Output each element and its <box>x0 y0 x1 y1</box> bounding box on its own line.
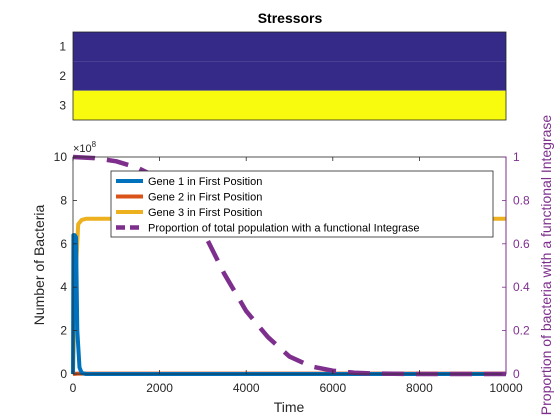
x-tick-label: 8000 <box>406 381 433 395</box>
y-right-tick-label: 0.8 <box>513 193 530 207</box>
y-right-tick-label: 1 <box>513 150 520 164</box>
x-tick-label: 6000 <box>319 381 346 395</box>
heatmap-row-label: 2 <box>59 69 66 83</box>
y-right-tick-label: 0.4 <box>513 280 530 294</box>
y-axis-right-label: Proportion of bacteria with a functional… <box>538 115 554 416</box>
y-right-tick-label: 0.2 <box>513 324 530 338</box>
x-tick-label: 4000 <box>233 381 260 395</box>
series-line <box>71 216 506 375</box>
heatmap-cell <box>73 61 506 91</box>
y-exponent-label: ×108 <box>73 140 97 155</box>
legend-label: Gene 1 in First Position <box>148 176 262 188</box>
series-line <box>71 233 506 376</box>
y-tick-label: 0 <box>60 367 67 381</box>
bacteria-line-chart: 0 2000 4000 6000 8000 10000 0 2 4 6 8 10 0 0.2 0.4 0.… <box>31 115 554 416</box>
y-tick-label: 10 <box>54 150 68 164</box>
legend-label: Gene 2 in First Position <box>148 192 262 204</box>
heatmap-cell <box>73 90 506 120</box>
heatmap-row-labels: 1 2 3 <box>59 40 66 113</box>
x-tick-label: 0 <box>70 381 77 395</box>
legend-label: Proportion of total population with a fu… <box>148 223 420 235</box>
x-axis-ticks: 0 2000 4000 6000 8000 10000 <box>70 157 523 395</box>
heatmap-frame <box>72 31 507 121</box>
heatmap-cells <box>73 32 506 120</box>
y-axis-left-label: Number of Bacteria <box>31 204 47 325</box>
legend-label: Gene 3 in First Position <box>148 207 262 219</box>
y-tick-label: 8 <box>60 193 67 207</box>
y-tick-label: 4 <box>60 280 67 294</box>
y-tick-label: 6 <box>60 237 67 251</box>
y-tick-label: 2 <box>60 324 67 338</box>
y-axis-left-ticks: 0 2 4 6 8 10 <box>54 150 77 381</box>
heatmap-row-label: 3 <box>59 98 66 112</box>
y-right-tick-label: 0 <box>513 367 520 381</box>
legend: Gene 1 in First Position Gene 2 in First … <box>110 170 494 238</box>
y-right-tick-label: 0.6 <box>513 237 530 251</box>
y-axis-right-ticks: 0 0.2 0.4 0.6 0.8 1 <box>502 150 530 381</box>
heatmap-cell <box>73 32 506 62</box>
legend-box <box>110 170 494 238</box>
heatmap-row-label: 1 <box>59 40 66 54</box>
x-tick-label: 10000 <box>489 381 523 395</box>
stressors-title: Stressors <box>258 10 323 26</box>
x-axis-label: Time <box>274 399 305 415</box>
x-tick-label: 2000 <box>146 381 173 395</box>
stressors-heatmap: Stressors 1 2 3 <box>59 10 507 121</box>
